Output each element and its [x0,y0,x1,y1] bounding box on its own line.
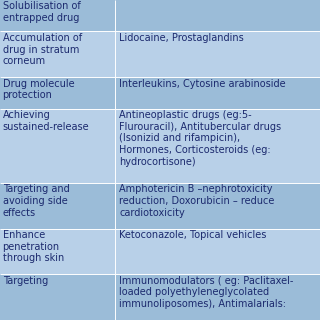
Bar [115,77,320,109]
Bar [0,31,115,77]
Bar [0,109,115,183]
Text: Solubilisation of
entrapped drug: Solubilisation of entrapped drug [3,2,80,23]
Text: Immunomodulators ( eg: Paclitaxel-
loaded polyethyleneglycolated
immunoliposomes: Immunomodulators ( eg: Paclitaxel- loade… [119,276,293,309]
Bar [115,183,320,228]
Bar [0,0,115,31]
Text: Ketoconazole, Topical vehicles: Ketoconazole, Topical vehicles [119,230,267,240]
Bar [115,0,320,31]
Text: Targeting and
avoiding side
effects: Targeting and avoiding side effects [3,184,69,218]
Text: Achieving
sustained-release: Achieving sustained-release [3,110,89,132]
Bar [0,274,115,320]
Bar [0,77,115,109]
Text: Accumulation of
drug in stratum
corneum: Accumulation of drug in stratum corneum [3,33,82,66]
Bar [0,183,115,228]
Bar [115,228,320,274]
Bar [115,109,320,183]
Text: Amphotericin B –nephrotoxicity
reduction, Doxorubicin – reduce
cardiotoxicity: Amphotericin B –nephrotoxicity reduction… [119,184,275,218]
Text: Enhance
penetration
through skin: Enhance penetration through skin [3,230,64,263]
Bar [115,31,320,77]
Bar [0,228,115,274]
Text: Interleukins, Cytosine arabinoside: Interleukins, Cytosine arabinoside [119,79,286,89]
Text: Antineoplastic drugs (eg:5-
Flurouracil), Antitubercular drugs
(Isonizid and rif: Antineoplastic drugs (eg:5- Flurouracil)… [119,110,281,166]
Text: Lidocaine, Prostaglandins: Lidocaine, Prostaglandins [119,33,244,43]
Text: Drug molecule
protection: Drug molecule protection [3,79,74,100]
Bar [115,274,320,320]
Text: Targeting: Targeting [3,276,48,286]
